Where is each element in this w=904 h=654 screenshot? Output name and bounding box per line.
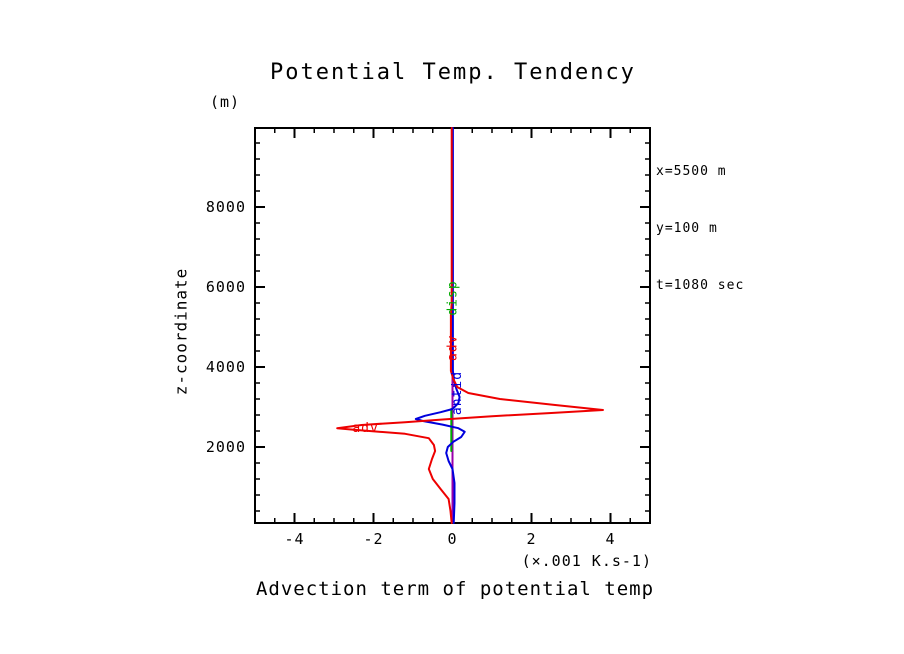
x-axis-title: Advection term of potential temp (255, 578, 655, 600)
y-axis-unit-label: (m) (210, 93, 241, 111)
x-tick-label: 0 (447, 530, 457, 548)
x-axis-unit-label: (×.001 K.s-1) (521, 552, 652, 570)
curve-label-antid: antid (450, 371, 465, 415)
chart-title: Potential Temp. Tendency (270, 60, 636, 85)
y-tick-label: 2000 (206, 438, 246, 456)
annotation-x: x=5500 m (656, 164, 727, 179)
probe-annotations: x=5500 m y=100 m t=1080 sec (656, 124, 744, 333)
x-tick-label: 2 (526, 530, 536, 548)
y-tick-label: 8000 (206, 198, 246, 216)
curve-label-disp: disp (446, 280, 461, 315)
y-tick-label: 6000 (206, 278, 246, 296)
x-tick-label: -2 (363, 530, 383, 548)
curve-adv (336, 127, 604, 524)
curve-label-adv: adv (446, 335, 461, 361)
annotation-t: t=1080 sec (656, 278, 745, 293)
curve-label-adv: adv (352, 421, 378, 436)
annotation-y: y=100 m (656, 221, 718, 236)
curve-antid (414, 127, 466, 524)
x-tick-label: 4 (605, 530, 615, 548)
y-tick-label: 4000 (206, 358, 246, 376)
x-tick-label: -4 (284, 530, 304, 548)
